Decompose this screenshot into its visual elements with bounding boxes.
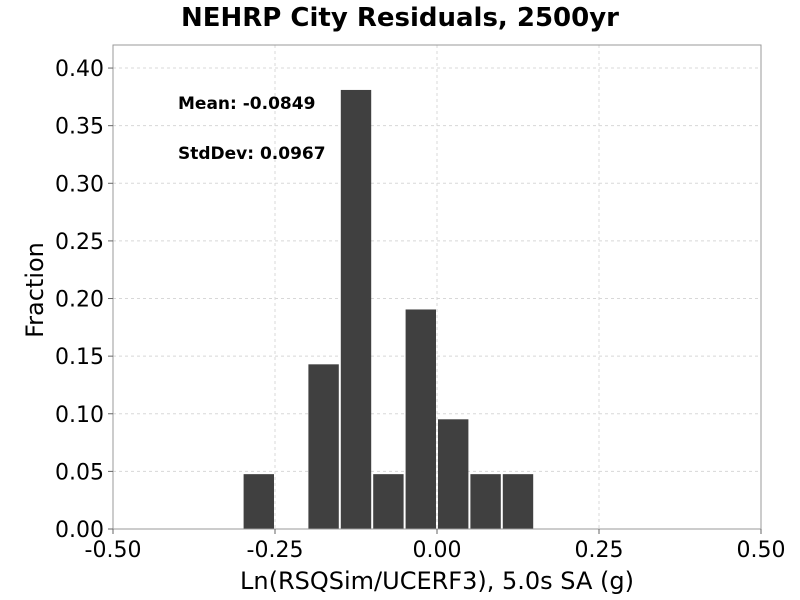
histogram-bar xyxy=(308,364,339,529)
x-tick-label: 0.25 xyxy=(575,538,624,563)
histogram-bar xyxy=(502,474,534,529)
histogram-bar xyxy=(470,474,501,529)
x-tick-label: 0.00 xyxy=(413,538,462,563)
histogram-bar xyxy=(438,419,469,529)
x-axis-ticks: -0.50 -0.25 0.00 0.25 0.50 xyxy=(85,529,786,563)
x-tick-label: 0.50 xyxy=(737,538,786,563)
grid-lines xyxy=(112,45,762,530)
y-tick-label: 0.25 xyxy=(55,230,104,255)
x-tick-label: -0.50 xyxy=(85,538,142,563)
y-tick-label: 0.15 xyxy=(55,345,104,370)
y-tick-label: 0.35 xyxy=(55,115,104,140)
histogram-bar xyxy=(373,474,404,529)
mean-annotation: Mean: -0.0849 xyxy=(178,94,315,114)
y-tick-label: 0.10 xyxy=(55,403,104,428)
histogram-bar xyxy=(340,89,372,529)
stddev-annotation: StdDev: 0.0967 xyxy=(178,144,326,164)
chart-title: NEHRP City Residuals, 2500yr xyxy=(181,3,619,33)
y-tick-label: 0.30 xyxy=(55,172,104,197)
histogram-bar xyxy=(405,309,436,529)
y-tick-label: 0.20 xyxy=(55,288,104,313)
histogram-bars xyxy=(243,89,534,529)
y-axis-ticks: 0.00 0.05 0.10 0.15 0.20 0.25 0.30 0.35 0.40 xyxy=(55,57,113,543)
x-tick-label: -0.25 xyxy=(247,538,304,563)
y-tick-label: 0.00 xyxy=(55,518,104,543)
y-tick-label: 0.40 xyxy=(55,57,104,82)
histogram-bar xyxy=(243,474,274,529)
y-tick-label: 0.05 xyxy=(55,460,104,485)
x-axis-label: Ln(RSQSim/UCERF3), 5.0s SA (g) xyxy=(240,567,634,595)
y-axis-label: Fraction xyxy=(21,242,49,338)
